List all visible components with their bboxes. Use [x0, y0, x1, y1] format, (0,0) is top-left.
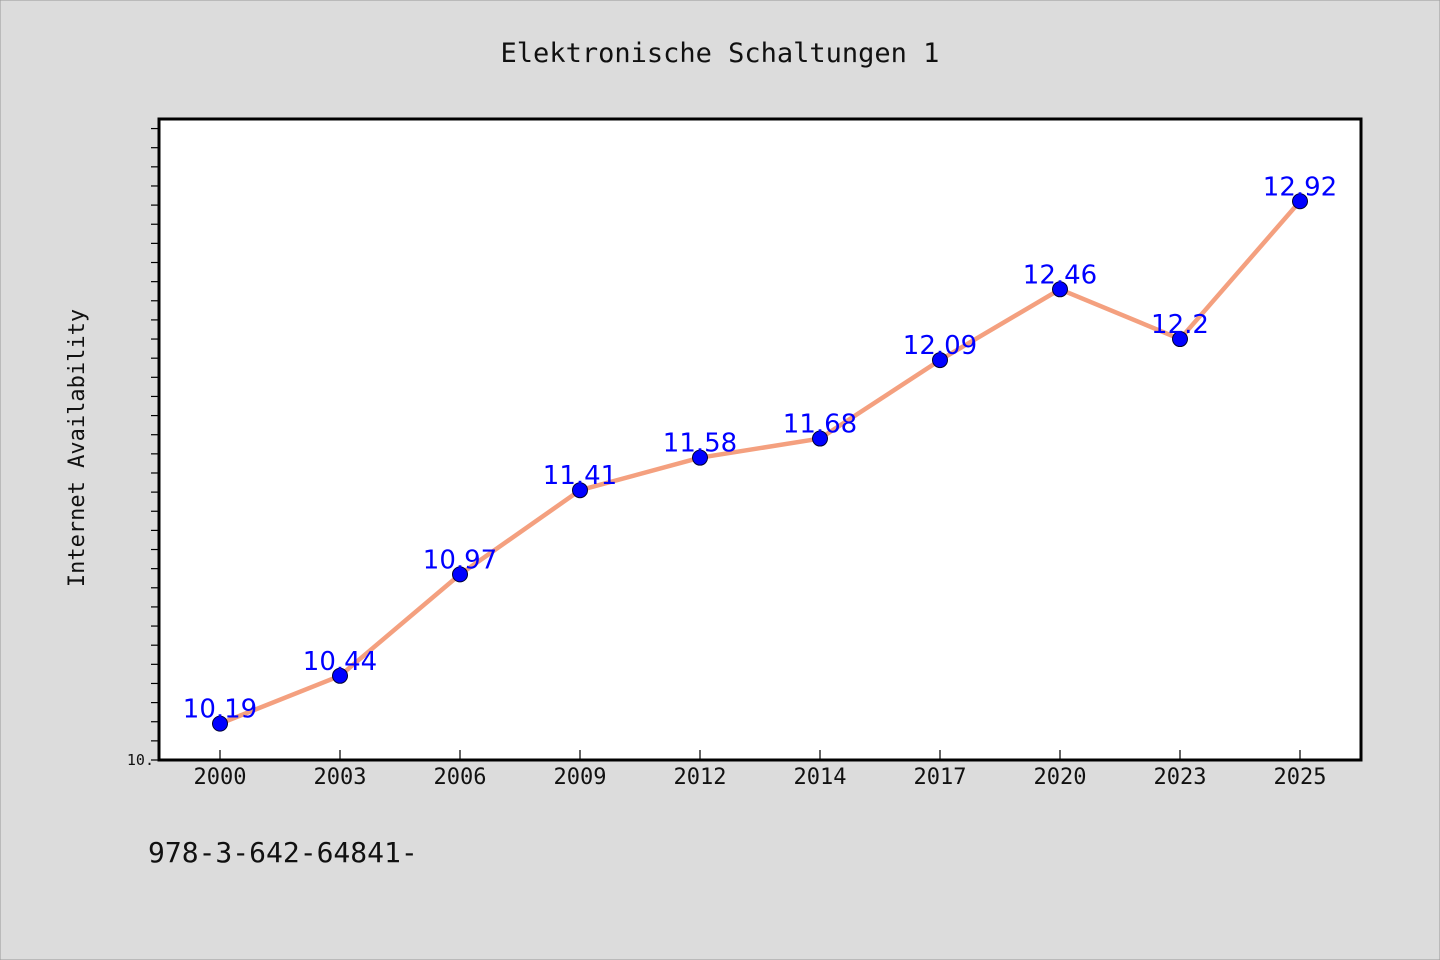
data-point — [1052, 281, 1068, 298]
x-tick-label: 2000 — [194, 765, 247, 790]
x-tick-label: 2003 — [314, 765, 367, 790]
data-point — [692, 449, 708, 466]
x-tick-label: 2012 — [674, 765, 727, 790]
data-label: 11.41 — [543, 461, 617, 491]
y-axis-ticks — [151, 127, 159, 761]
x-tick-label: 2025 — [1274, 765, 1327, 790]
series-layer: 10.19 10.44 10.97 11.41 11.58 11.68 12.09 12.46… — [183, 172, 1337, 732]
series-line — [217, 199, 1303, 726]
x-tick-label: 2020 — [1034, 765, 1087, 790]
data-point — [332, 667, 348, 684]
x-axis: 2000 2003 2006 2009 2012 2014 2017 2020 2023 2025 — [194, 750, 1327, 790]
y-axis-label: Internet Availability — [65, 309, 90, 587]
data-label: 10.97 — [423, 545, 497, 575]
chart-title: Elektronische Schaltungen 1 — [501, 38, 940, 69]
data-label: 11.58 — [663, 429, 737, 459]
footer-isbn-text: 978-3-642-64841- — [148, 836, 418, 869]
data-label: 11.68 — [783, 410, 857, 440]
x-tick-label: 2023 — [1154, 765, 1207, 790]
data-point — [1172, 331, 1188, 348]
data-label: 12.2 — [1151, 310, 1209, 340]
data-point — [572, 482, 588, 499]
data-point — [212, 715, 228, 732]
data-label: 12.46 — [1023, 260, 1097, 290]
x-tick-label: 2017 — [914, 765, 967, 790]
data-label: 12.92 — [1263, 172, 1337, 202]
data-point — [452, 566, 468, 583]
data-label: 12.09 — [903, 331, 977, 361]
x-tick-label: 2014 — [794, 765, 847, 790]
y-tick-label-min: 10. — [127, 751, 154, 769]
plot-area — [157, 117, 1363, 762]
data-point — [932, 352, 948, 369]
data-label: 10.19 — [183, 695, 257, 725]
data-point — [812, 430, 828, 447]
x-tick-label: 2006 — [434, 765, 487, 790]
data-point — [1292, 193, 1308, 210]
data-label: 10.44 — [303, 647, 377, 677]
x-tick-label: 2009 — [554, 765, 607, 790]
